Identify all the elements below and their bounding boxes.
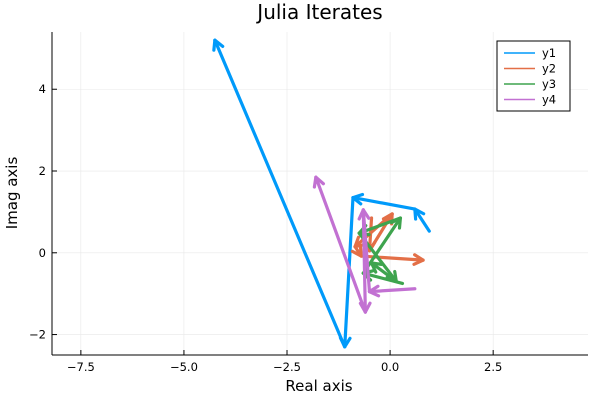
chart-title: Julia Iterates [255, 0, 382, 24]
series-segment [361, 216, 402, 275]
series-segment [361, 208, 367, 314]
series-segment [351, 195, 417, 211]
arrow-head [312, 175, 325, 189]
legend-label: y2 [542, 62, 556, 76]
y-tick-label: 2 [39, 164, 46, 178]
arrow-head [412, 253, 425, 266]
series-segment [369, 261, 398, 284]
y-tick-label: 0 [39, 246, 46, 260]
series-segment [367, 212, 394, 253]
series-y1 [212, 38, 431, 349]
y-tick-label: 4 [39, 82, 46, 96]
x-axis-label: Real axis [285, 377, 352, 395]
series-segment [314, 175, 367, 314]
axes: −7.5 −5.0 −2.5 0.0 2.5 −2 0 2 4 [29, 32, 588, 374]
x-tick-label: −5.0 [170, 360, 198, 374]
series-segment [343, 195, 355, 349]
series-segment [413, 207, 431, 233]
y-axis-label: Imag axis [3, 157, 21, 230]
x-tick-label: 2.5 [484, 360, 502, 374]
x-tick-label: −7.5 [67, 360, 95, 374]
series-segment [353, 212, 394, 249]
series-segment [213, 38, 347, 349]
legend-label: y1 [542, 46, 556, 60]
x-tick-label: −2.5 [273, 360, 301, 374]
series-segment [367, 287, 417, 294]
legend-box [496, 40, 571, 112]
y-tick-label: −2 [29, 328, 46, 342]
series-y2 [350, 212, 425, 266]
legend-label: y3 [542, 77, 556, 91]
series-segment [359, 254, 425, 262]
arrow-head [212, 38, 225, 52]
series-layer [212, 38, 431, 349]
x-tick-label: 0.0 [381, 360, 399, 374]
arrow-head [369, 261, 384, 274]
legend-label: y4 [542, 93, 556, 107]
series-y4 [312, 175, 417, 314]
